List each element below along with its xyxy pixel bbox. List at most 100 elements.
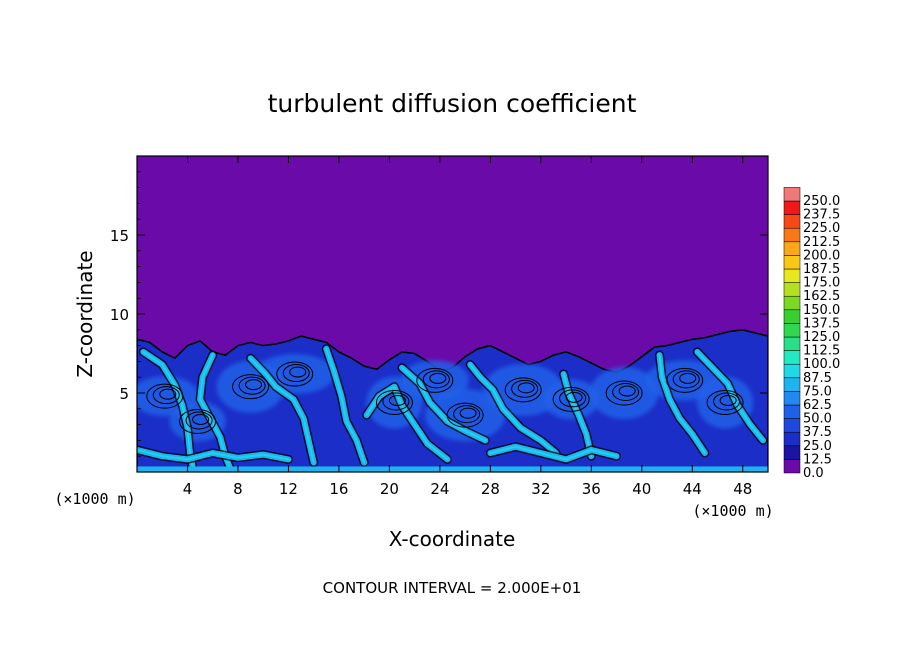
swirl-ring [422,370,450,389]
swirl-ring [185,411,213,430]
streak-core [249,357,315,464]
swirl-ring [679,372,697,384]
colorbar-swatch [783,336,801,351]
x-tick-label: 36 [582,480,601,498]
colorbar-swatch [783,431,801,447]
x-tick-label: 32 [531,480,550,498]
swirl-ring [429,372,447,384]
swirl-ring [416,367,454,393]
swirl-ring [453,405,481,424]
colorbar: 0.012.525.037.550.062.575.087.5100.0112.… [783,187,840,481]
y-tick-label: 5 [119,385,129,403]
x-tick-label: 20 [380,480,399,498]
swirl-ring [146,383,184,409]
x-tick-label: 48 [733,480,752,498]
swirl-ring [192,413,210,425]
colorbar-swatch [783,350,801,365]
colorbar-label: 162.5 [803,289,840,304]
colorbar-label: 75.0 [803,384,832,399]
x-axis-label: X-coordinate [389,527,516,551]
colorbar-label: 137.5 [803,316,840,331]
swirl-ring [504,377,542,403]
swirl-ring [565,391,583,403]
y-unit-right: (×1000 m) [692,502,773,520]
colorbar-label: 12.5 [803,452,832,467]
colorbar-swatch [783,391,801,406]
plot-area [137,156,768,472]
chart-title: turbulent diffusion coefficient [268,89,637,118]
x-tick-label: 4 [183,480,193,498]
swirl-ring [388,394,406,406]
core-patch [425,389,506,442]
streak-core [469,363,557,454]
swirl-ring [605,380,643,406]
swirl-ring [459,407,477,419]
colorbar-label: 50.0 [803,412,832,427]
colorbar-swatch [783,459,801,474]
streak-core [696,350,764,442]
swirl-ring [238,376,266,395]
x-tick-label: 28 [481,480,500,498]
streaks [137,344,768,472]
colorbar-swatch [783,268,801,283]
swirl-ring [446,402,484,428]
swirl-ring [618,385,636,397]
colorbar-swatch [783,309,801,324]
swirl-ring [232,374,270,400]
colorbar-swatch [783,241,801,256]
colorbar-swatch [783,295,801,311]
colorbar-label: 212.5 [803,235,840,250]
colorbar-label: 87.5 [803,371,832,386]
colorbar-swatch [783,418,801,433]
core-patch [400,360,469,401]
colorbar-label: 250.0 [803,194,840,209]
streak-core [489,445,618,461]
swirl-ring [511,379,539,398]
x-tick-label: 8 [233,480,243,498]
swirl-ring [179,408,217,434]
y-tick-label: 15 [110,227,129,245]
colorbar-swatch [783,404,801,419]
colorbar-label: 200.0 [803,248,840,263]
swirl-ring [672,370,700,389]
streak-core [137,448,290,461]
swirl-ring [517,382,535,394]
surface-band [137,466,768,472]
y-axis: 5 10 15 [110,171,768,457]
y-axis-label: Z-coordinate [73,250,97,377]
swirl-ring [612,383,640,401]
x-tick-label: 24 [430,480,449,498]
x-axis: 4 8 12 16 20 24 28 32 36 40 44 48 [183,156,752,498]
colorbar-label: 187.5 [803,262,840,277]
y-tick-label: 10 [110,306,129,324]
x-unit-left: (×1000 m) [54,490,135,508]
swirl-ring [282,364,310,383]
colorbar-swatch [783,377,801,392]
swirl-ring [152,386,180,405]
colorbar-label: 100.0 [803,357,840,372]
swirl-ring [713,392,741,411]
colorbar-label: 175.0 [803,276,840,291]
colorbar-swatch [783,323,801,338]
swirl-ring [666,367,704,393]
colorbar-swatch [783,227,801,243]
swirl-ring [375,389,413,415]
swirl-ring [289,366,307,378]
swirl-ring [559,389,587,408]
colorbar-swatch [783,187,801,202]
core-patch [137,376,199,417]
colorbar-label: 25.0 [803,439,832,454]
colorbar-swatch [783,282,801,297]
swirl-ring [382,392,410,411]
streak-core [325,347,366,464]
colorbar-label: 112.5 [803,344,840,359]
streak-core [562,373,593,458]
colorbar-label: 0.0 [803,466,824,481]
colorbar-label: 62.5 [803,398,832,413]
swirl-ring [276,361,314,387]
core-patch [590,367,659,419]
colorbar-label: 125.0 [803,330,840,345]
swirl-ring [719,394,737,406]
colorbar-label: 150.0 [803,303,840,318]
